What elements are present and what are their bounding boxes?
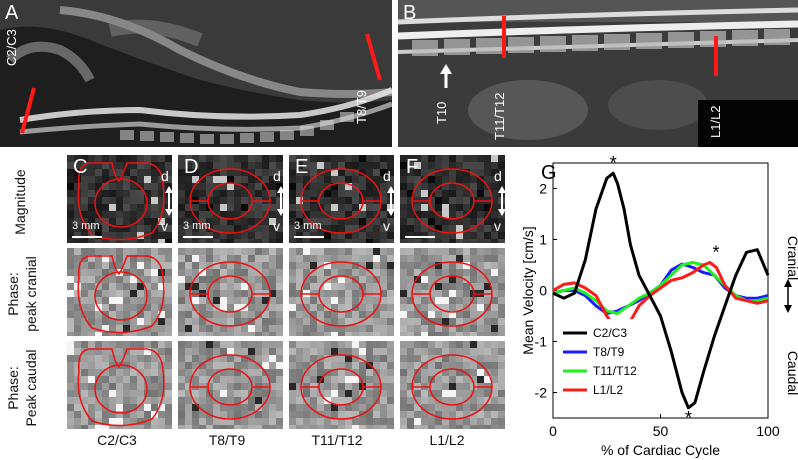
series-line-c2-c3: [552, 171, 770, 410]
panel-letter-f: F: [406, 156, 419, 178]
axial-image-tile: [178, 155, 283, 243]
roi-contour: [411, 168, 493, 234]
panel-letter-c: C: [73, 156, 88, 178]
axial-image-tile: [178, 248, 283, 336]
mri-sagittal-image-a: [0, 0, 392, 147]
slice-line-c2c3: [20, 87, 36, 134]
axial-image-tile: [289, 155, 394, 243]
up-down-arrow-icon: [497, 186, 507, 221]
axial-image-tile: [289, 341, 394, 429]
orient-v-e: v: [383, 218, 390, 234]
legend-label: T11/T12: [593, 364, 637, 378]
scale-label-e: 3 mm: [294, 220, 322, 232]
mri-label-t11t12: T11/T12: [492, 92, 507, 140]
orient-v-c: v: [161, 218, 168, 234]
y-axis-label: Mean Velocity [cm/s]: [520, 226, 536, 354]
x-tick-label: 50: [653, 423, 669, 439]
significance-marker: *: [712, 242, 719, 262]
orient-v-f: v: [494, 218, 501, 234]
axial-image-tile: [67, 248, 172, 336]
legend-label: L1/L2: [593, 383, 623, 397]
arrow-head-up-icon: [784, 279, 792, 287]
y-tick-label: 1: [539, 232, 547, 248]
orient-d-d: d: [273, 168, 281, 184]
panel-letter-b: B: [403, 2, 417, 24]
row-label-phase-cranial: Phase: peak cranial: [5, 256, 39, 332]
axial-image-tile: [400, 248, 505, 336]
roi-contour: [189, 261, 271, 327]
roi-contour: [189, 354, 271, 420]
mri-label-l1l2: L1/L2: [708, 105, 723, 138]
scale-bar-f: [405, 236, 435, 238]
slice-line-t8t9: [365, 33, 382, 81]
mri-panel-a: A C2/C3 T8/T9: [0, 0, 392, 147]
axial-image-tile: [67, 341, 172, 429]
x-tick-label: 0: [549, 423, 557, 439]
mri-label-t8t9: T8/T9: [354, 90, 369, 124]
y-tick-label: -2: [535, 385, 548, 401]
axial-image-tile: [67, 155, 172, 243]
panel-letter-d: D: [184, 156, 199, 178]
roi-contour: [77, 348, 165, 427]
up-down-arrow-icon: [164, 186, 174, 221]
row-label-phase-caudal: Phase: Peak caudal: [5, 349, 39, 427]
axial-image-tile: [178, 341, 283, 429]
mri-label-t10: T10: [434, 101, 449, 124]
panel-letter-a: A: [5, 2, 19, 24]
arrow-up-icon: [440, 64, 452, 88]
orient-d-c: d: [161, 168, 169, 184]
col-label-t11t12: T11/T12: [311, 432, 363, 448]
roi-contour: [300, 354, 382, 420]
roi-contour: [300, 261, 382, 327]
y-tick-label: -1: [535, 334, 548, 350]
orient-d-f: d: [494, 168, 502, 184]
col-label-t8t9: T8/T9: [208, 432, 246, 448]
roi-contour: [300, 168, 382, 234]
series-line-l1-l2: [552, 261, 769, 336]
scale-bar-c: [72, 236, 102, 238]
legend-label: T8/T9: [593, 345, 625, 359]
mri-panel-b: B T10 T11/T12 L1/L2: [398, 0, 798, 147]
row-label-magnitude: Magnitude: [12, 169, 28, 235]
significance-marker: *: [685, 408, 692, 428]
scale-bar-e: [294, 236, 324, 238]
y-tick-label: 2: [539, 181, 547, 197]
panel-letter-e: E: [295, 156, 309, 178]
significance-marker: *: [610, 153, 617, 173]
roi-contour: [411, 261, 493, 327]
x-axis-label: % of Cardiac Cycle: [601, 442, 720, 458]
x-tick-label: 100: [756, 423, 780, 439]
roi-contour: [77, 162, 165, 241]
up-down-arrow-icon: [386, 186, 396, 221]
orient-d-e: d: [383, 168, 391, 184]
mri-sagittal-image-b: [398, 0, 798, 147]
roi-contour: [77, 255, 165, 334]
axial-image-tile: [400, 341, 505, 429]
right-label-cranial: Cranial: [785, 236, 798, 280]
scale-label-d: 3 mm: [183, 220, 211, 232]
up-down-arrow-icon: [276, 186, 286, 221]
arrow-head-down-icon: [784, 305, 792, 313]
col-label-l1l2: L1/L2: [429, 432, 465, 448]
axial-image-tile: [289, 248, 394, 336]
mri-label-c2c3: C2/C3: [4, 29, 19, 66]
roi-contour: [411, 354, 493, 420]
legend-label: C2/C3: [593, 326, 627, 340]
roi-contour: [189, 168, 271, 234]
orient-v-d: v: [273, 218, 280, 234]
scale-label-c: 3 mm: [72, 220, 100, 232]
scale-bar-d: [183, 236, 213, 238]
right-label-caudal: Caudal: [785, 351, 798, 395]
y-tick-label: 0: [539, 283, 547, 299]
col-label-c2c3: C2/C3: [97, 432, 137, 448]
